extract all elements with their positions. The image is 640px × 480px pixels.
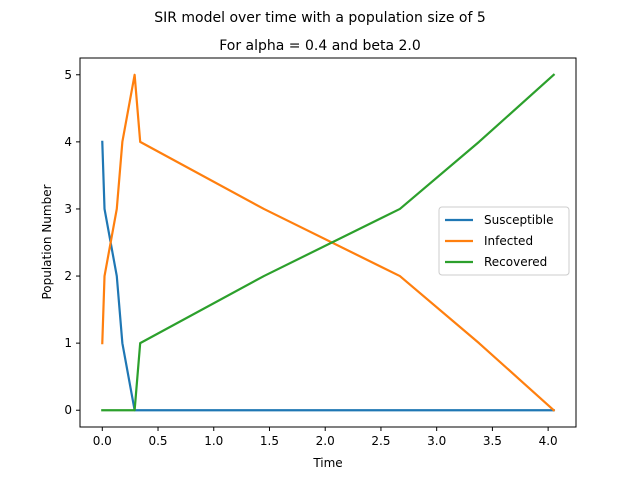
legend-box xyxy=(438,206,570,276)
legend-label-infected: Infected xyxy=(484,234,533,248)
legend-label-susceptible: Susceptible xyxy=(484,213,553,227)
chart-suptitle: SIR model over time with a population si… xyxy=(154,10,486,26)
series-line-susceptible xyxy=(101,140,555,412)
y-tick-label: 2 xyxy=(64,269,72,283)
x-tick-label: 4.0 xyxy=(539,434,558,448)
x-tick-label: 0.0 xyxy=(93,434,112,448)
legend-label-recovered: Recovered xyxy=(484,255,547,269)
legend: Susceptible Infected Recovered xyxy=(438,206,570,276)
x-tick-label: 1.0 xyxy=(204,434,223,448)
series-line-infected xyxy=(101,73,556,412)
x-axis-label: Time xyxy=(312,456,342,470)
y-axis-label: Population Number xyxy=(40,184,54,299)
axes-frame xyxy=(79,57,577,428)
axes: 0.0 0.5 1.0 1.5 2.0 2.5 3.0 3.5 4.0 0 1 2 3 4 5 xyxy=(64,57,577,448)
plot-area xyxy=(101,73,556,412)
x-tick-label: 2.0 xyxy=(316,434,335,448)
y-tick-label: 0 xyxy=(64,403,72,417)
x-tick-label: 3.5 xyxy=(483,434,502,448)
x-tick-label: 2.5 xyxy=(371,434,390,448)
chart-title: For alpha = 0.4 and beta 2.0 xyxy=(219,38,421,54)
x-tick-label: 0.5 xyxy=(148,434,167,448)
series-line-recovered xyxy=(101,73,556,412)
y-tick-label: 4 xyxy=(64,135,72,149)
y-tick-label: 5 xyxy=(64,68,72,82)
y-tick-label: 3 xyxy=(64,202,72,216)
x-tick-label: 3.0 xyxy=(427,434,446,448)
x-tick-label: 1.5 xyxy=(260,434,279,448)
y-tick-label: 1 xyxy=(64,336,72,350)
